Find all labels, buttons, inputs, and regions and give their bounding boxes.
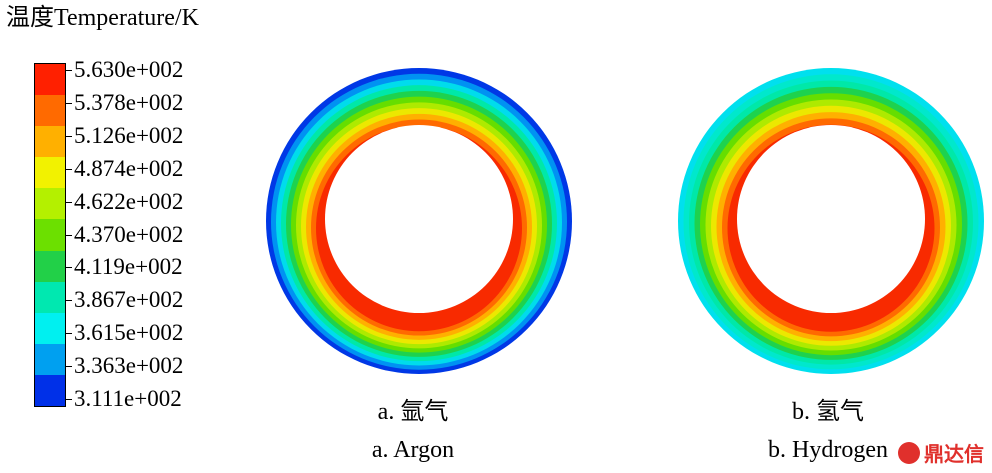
colorbar-segment [35, 281, 65, 313]
colorbar-tick [66, 70, 72, 71]
colorbar-tick-label: 3.867e+002 [74, 287, 184, 313]
colorbar-segment [35, 219, 65, 251]
colorbar-tick-label: 5.378e+002 [74, 89, 184, 115]
colorbar-tick [66, 399, 72, 400]
colorbar-tick [66, 234, 72, 236]
colorbar-segment [35, 250, 65, 282]
hydrogen-temperature-ring [678, 68, 984, 374]
caption-hydrogen-en: b. Hydrogen [768, 437, 888, 463]
colorbar-tick-label: 5.630e+002 [74, 57, 184, 82]
caption-argon-en: a. Argon [371, 437, 455, 463]
colorbar-tick-label: 4.622e+002 [74, 188, 184, 214]
colorbar-tick-label: 3.111e+002 [74, 386, 182, 411]
colorbar-tick-label: 4.874e+002 [74, 155, 184, 181]
colorbar-tick [66, 300, 72, 302]
colorbar-segment [35, 64, 65, 96]
colorbar-tick-label: 3.615e+002 [74, 320, 184, 346]
colorbar [34, 63, 66, 407]
colorbar-tick-label: 3.363e+002 [74, 353, 184, 379]
colorbar-segment [35, 126, 65, 158]
colorbar-tick [66, 168, 72, 170]
colorbar-tick [66, 201, 72, 203]
colorbar-segment [35, 157, 65, 189]
colorbar-segment [35, 343, 65, 375]
colorbar-segment [35, 188, 65, 220]
colorbar-tick [66, 333, 72, 335]
caption-argon-cn: a. 氩气 [377, 399, 449, 425]
colorbar-segment [35, 95, 65, 127]
colorbar-tick [66, 366, 72, 368]
watermark-icon [898, 441, 920, 464]
argon-temperature-ring [266, 68, 572, 374]
colorbar-tick [66, 267, 72, 269]
watermark-text: 鼎达信 [924, 442, 984, 466]
caption-hydrogen-cn: b. 氢气 [792, 399, 864, 425]
colorbar-tick-label: 4.370e+002 [74, 221, 184, 247]
colorbar-segment [35, 374, 65, 407]
colorbar-tick [66, 102, 72, 104]
colorbar-tick-label: 5.126e+002 [74, 122, 184, 148]
colorbar-tick-label: 4.119e+002 [74, 254, 183, 280]
colorbar-segment [35, 312, 65, 344]
ring-hole [325, 125, 513, 313]
watermark-logo: 鼎达信 [898, 438, 984, 467]
ring-hole [737, 125, 925, 313]
legend-title: 温度Temperature/K [6, 5, 199, 31]
colorbar-tick [66, 135, 72, 137]
